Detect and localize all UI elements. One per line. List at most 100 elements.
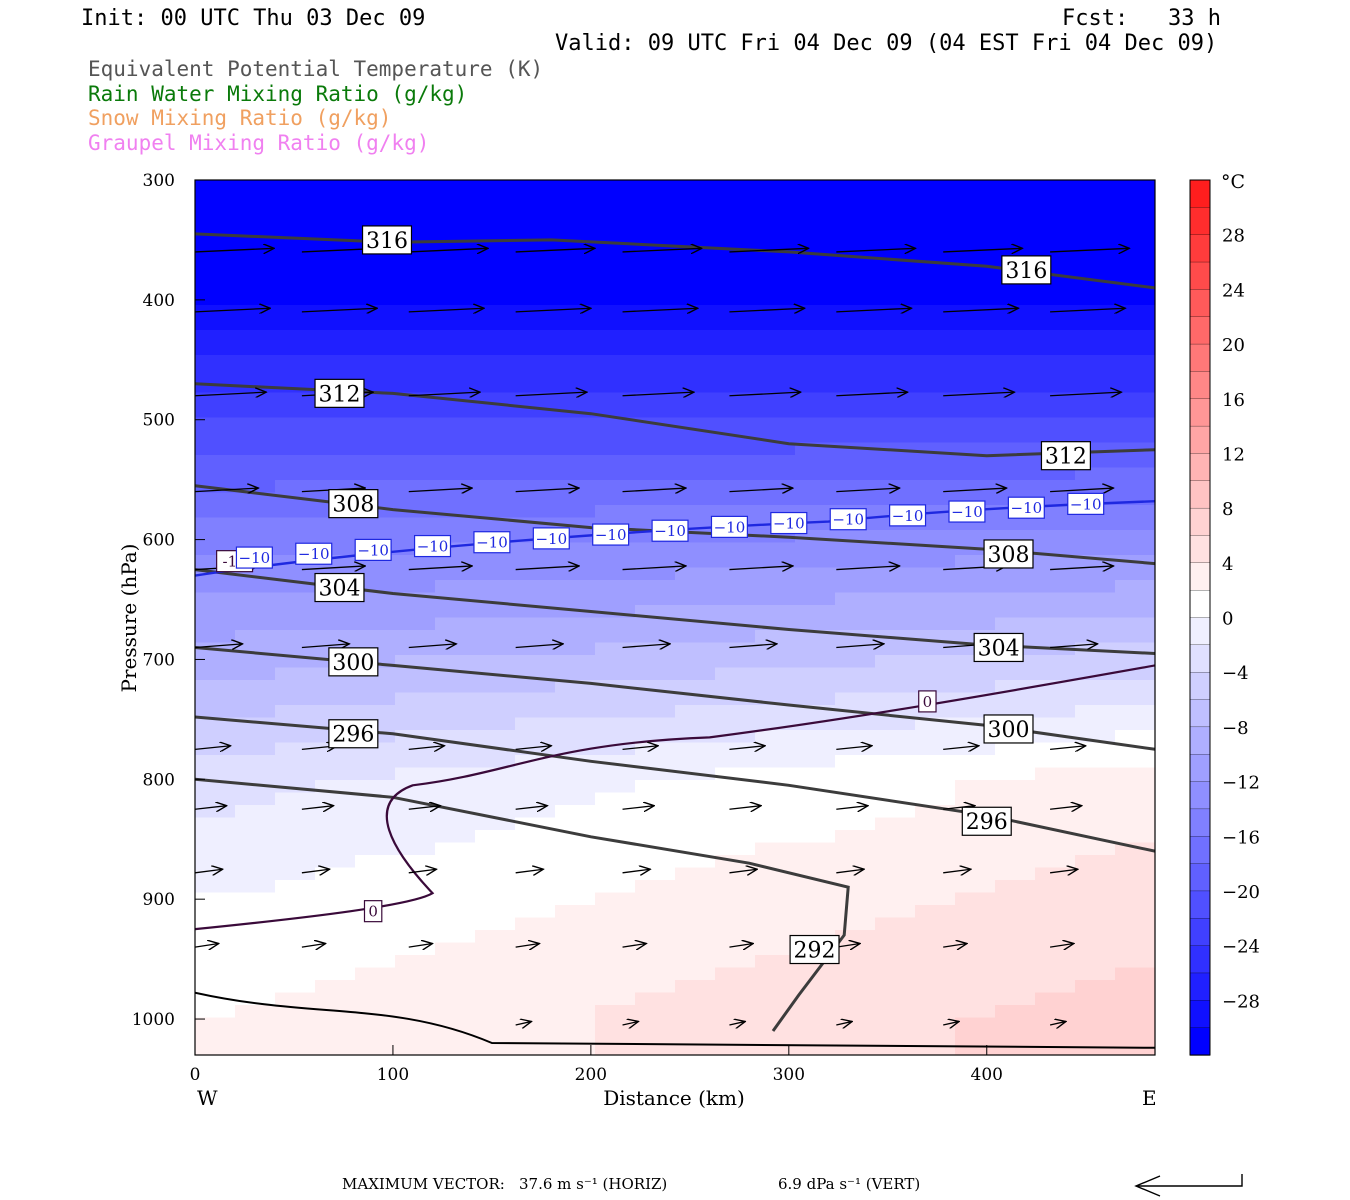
temperature-cell [555, 380, 596, 394]
temperature-cell [235, 292, 276, 306]
temperature-cell [1115, 780, 1155, 794]
wind-vector [729, 308, 804, 312]
temperature-cell [475, 692, 516, 706]
wind-vector [943, 806, 975, 810]
temperature-cell [1075, 467, 1116, 481]
minus10-label-box [295, 542, 333, 565]
temperature-cell [635, 380, 676, 394]
temperature-cell [715, 1005, 756, 1019]
temperature-cell [675, 180, 716, 194]
temperature-cell [275, 930, 316, 944]
temperature-cell [1075, 1030, 1116, 1044]
temperature-cell [355, 1030, 396, 1044]
temperature-cell [275, 430, 316, 444]
temperature-cell [195, 680, 236, 694]
temperature-cell [875, 930, 916, 944]
temperature-cell [995, 355, 1036, 369]
temperature-cell [515, 892, 556, 906]
temperature-cell [595, 392, 636, 406]
wind-vector [622, 392, 694, 396]
temperature-cell [755, 580, 796, 594]
temperature-cell [1035, 980, 1076, 994]
temperature-cell [435, 417, 476, 431]
temperature-cell [235, 942, 276, 956]
temperature-cell [275, 605, 316, 619]
temperature-cell [395, 455, 436, 469]
temperature-cell [715, 917, 756, 931]
theta-e-label: 304 [973, 632, 1024, 663]
minus10-label: −10 [354, 538, 392, 561]
temperature-cell [955, 617, 996, 631]
temperature-cell [915, 1042, 956, 1055]
theta-e-label-box [789, 934, 840, 965]
temperature-cell [995, 917, 1036, 931]
temperature-cell [195, 830, 236, 844]
temperature-cell [915, 430, 956, 444]
temperature-cell [835, 542, 876, 556]
temperature-cell [635, 442, 676, 456]
temperature-cell [795, 580, 836, 594]
temperature-cell [915, 205, 956, 219]
temperature-cell [995, 192, 1036, 206]
minus10-label: −10 [235, 546, 273, 569]
temperature-cell [835, 955, 876, 969]
wind-vector [1050, 806, 1082, 810]
temperature-cell [355, 767, 396, 781]
temperature-cell [555, 630, 596, 644]
temperature-cell [715, 355, 756, 369]
temperature-cell [755, 917, 796, 931]
temperature-cell [755, 367, 796, 381]
colorbar-swatch [1189, 754, 1211, 783]
temperature-cell [1075, 905, 1116, 919]
temperature-cell [875, 780, 916, 794]
temperature-cell [195, 655, 236, 669]
temperature-cell [515, 967, 556, 981]
temperature-cell [195, 842, 236, 856]
temperature-cell [755, 930, 796, 944]
temperature-cell [435, 380, 476, 394]
theta-e-label: 300 [983, 714, 1034, 744]
temperature-cell [915, 917, 956, 931]
temperature-cell [1035, 355, 1076, 369]
temperature-cell [915, 492, 956, 506]
temperature-cell [635, 205, 676, 219]
reference-vector-icon [1134, 1174, 1243, 1197]
colorbar-tick-label: 24 [1222, 280, 1245, 301]
temperature-cell [1075, 867, 1116, 881]
minus10-label: −10 [473, 531, 511, 554]
temperature-cell [915, 280, 956, 294]
temperature-cell [1115, 580, 1155, 594]
temperature-cell [955, 680, 996, 694]
temperature-cell [955, 355, 996, 369]
temperature-cell [795, 567, 836, 581]
temperature-cell [675, 330, 716, 344]
temperature-cell [835, 830, 876, 844]
theta-e-label: 304 [314, 572, 365, 603]
temperature-cell [475, 367, 516, 381]
temperature-cell [275, 217, 316, 231]
temperature-cell [475, 1030, 516, 1044]
minus10-label-text: −10 [535, 530, 567, 548]
temperature-cell [1075, 967, 1116, 981]
temperature-cell [1035, 555, 1076, 569]
wind-vector [515, 392, 587, 396]
wind-vector [195, 806, 227, 810]
temperature-cell [555, 342, 596, 356]
colorbar-tick-label: −12 [1222, 773, 1260, 794]
temperature-cell [955, 242, 996, 256]
temperature-cell [515, 555, 556, 569]
temperature-cell [955, 367, 996, 381]
theta-e-label: 312 [314, 378, 365, 408]
temperature-cell [795, 305, 836, 319]
temperature-cell [675, 655, 716, 669]
colorbar-swatch [1189, 179, 1211, 208]
temperature-cell [835, 180, 876, 194]
temperature-cell [475, 717, 516, 731]
temperature-cell [475, 942, 516, 956]
temperature-cell [1115, 855, 1155, 869]
temperature-cell [235, 630, 276, 644]
temperature-cell [1035, 517, 1076, 531]
temperature-cell [835, 655, 876, 669]
temperature-cell [1115, 330, 1155, 344]
temperature-cell [475, 605, 516, 619]
